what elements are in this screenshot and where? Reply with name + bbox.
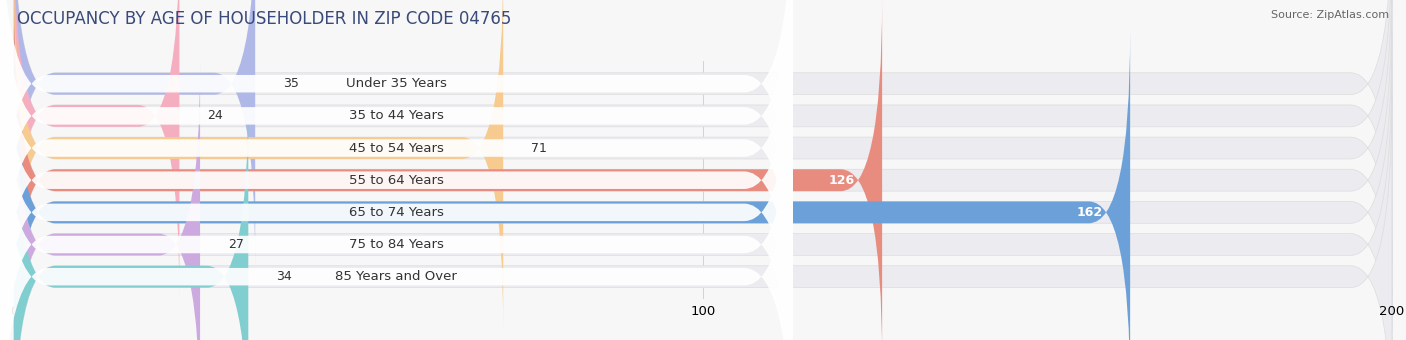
FancyBboxPatch shape <box>0 0 793 340</box>
Text: Source: ZipAtlas.com: Source: ZipAtlas.com <box>1271 10 1389 20</box>
FancyBboxPatch shape <box>0 28 793 340</box>
Text: 45 to 54 Years: 45 to 54 Years <box>349 141 444 155</box>
FancyBboxPatch shape <box>14 0 1392 298</box>
FancyBboxPatch shape <box>14 0 1392 330</box>
Text: Under 35 Years: Under 35 Years <box>346 77 447 90</box>
FancyBboxPatch shape <box>14 30 1130 340</box>
Text: 75 to 84 Years: 75 to 84 Years <box>349 238 444 251</box>
Text: 71: 71 <box>531 141 547 155</box>
Text: 35: 35 <box>283 77 298 90</box>
FancyBboxPatch shape <box>14 63 1392 340</box>
FancyBboxPatch shape <box>0 0 793 332</box>
FancyBboxPatch shape <box>14 95 1392 340</box>
Text: OCCUPANCY BY AGE OF HOUSEHOLDER IN ZIP CODE 04765: OCCUPANCY BY AGE OF HOUSEHOLDER IN ZIP C… <box>17 10 512 28</box>
FancyBboxPatch shape <box>14 0 256 266</box>
FancyBboxPatch shape <box>14 0 503 330</box>
Text: 35 to 44 Years: 35 to 44 Years <box>349 109 444 122</box>
FancyBboxPatch shape <box>0 0 793 340</box>
Text: 162: 162 <box>1077 206 1102 219</box>
FancyBboxPatch shape <box>14 63 200 340</box>
FancyBboxPatch shape <box>14 0 1392 340</box>
FancyBboxPatch shape <box>14 0 882 340</box>
Text: 24: 24 <box>207 109 222 122</box>
Text: 55 to 64 Years: 55 to 64 Years <box>349 174 444 187</box>
Text: 27: 27 <box>228 238 243 251</box>
Text: 65 to 74 Years: 65 to 74 Years <box>349 206 444 219</box>
FancyBboxPatch shape <box>14 95 249 340</box>
FancyBboxPatch shape <box>14 0 1392 266</box>
FancyBboxPatch shape <box>14 0 180 298</box>
Text: 126: 126 <box>828 174 855 187</box>
Text: 34: 34 <box>276 270 291 283</box>
Text: 85 Years and Over: 85 Years and Over <box>336 270 457 283</box>
FancyBboxPatch shape <box>0 0 793 300</box>
FancyBboxPatch shape <box>0 0 793 340</box>
FancyBboxPatch shape <box>14 30 1392 340</box>
FancyBboxPatch shape <box>0 60 793 340</box>
